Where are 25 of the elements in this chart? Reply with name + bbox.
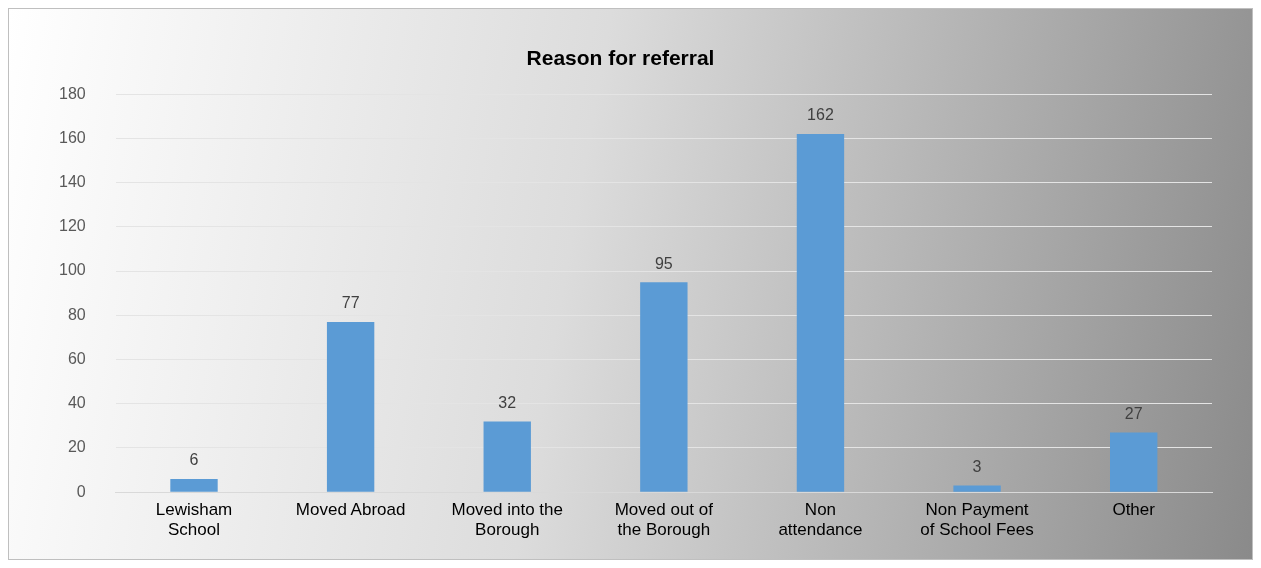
data-label: 6	[189, 451, 199, 469]
x-tick-label: Other	[1112, 500, 1156, 520]
y-tick-label: 60	[67, 349, 86, 367]
data-label: 32	[498, 393, 517, 411]
x-tick-label: Moved out of the Borough	[614, 500, 714, 540]
y-tick-label: 20	[67, 438, 86, 456]
y-tick-label: 0	[76, 482, 86, 500]
data-label: 77	[341, 294, 360, 312]
data-label: 3	[972, 457, 982, 475]
y-tick-label: 160	[58, 128, 86, 146]
data-label: 27	[1124, 404, 1143, 422]
y-tick-label: 140	[58, 173, 86, 191]
data-label: 162	[807, 106, 834, 124]
chart-title: Reason for referral	[526, 46, 715, 70]
x-tick-label: Non Payment of School Fees	[920, 500, 1034, 540]
x-tick-label: Non attendance	[778, 500, 863, 540]
x-tick-label: Moved Abroad	[295, 500, 406, 520]
x-tick-label: Moved into the Borough	[451, 500, 563, 540]
x-tick-label: Lewisham School	[155, 500, 233, 540]
y-tick-label: 120	[58, 217, 86, 235]
y-tick-label: 80	[67, 305, 86, 323]
y-tick-label: 100	[58, 261, 86, 279]
y-tick-label: 180	[58, 84, 86, 102]
y-tick-label: 40	[67, 394, 86, 412]
data-label: 95	[654, 254, 673, 272]
